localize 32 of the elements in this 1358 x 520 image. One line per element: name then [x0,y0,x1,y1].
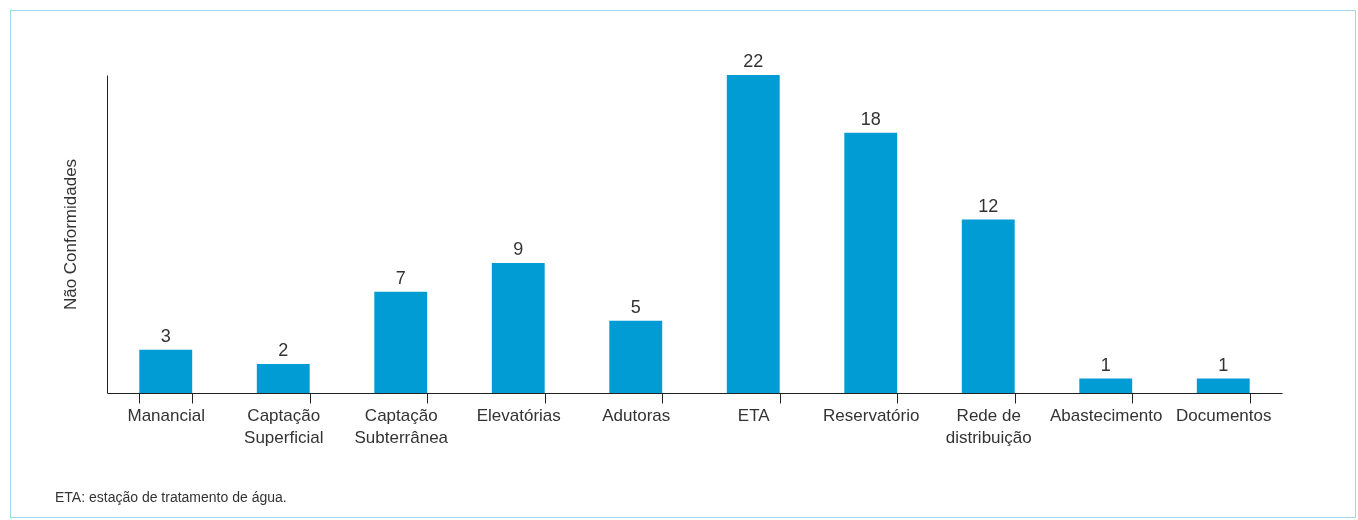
x-tick-label: ETA [737,405,771,425]
x-tick-label: Abastecimento [1050,405,1163,425]
x-tick-label: Manancial [127,405,205,425]
x-tick-label: Rede de distribuição [945,405,1032,447]
data-label: 1 [1218,354,1229,375]
bar [256,364,310,393]
data-label: 22 [743,51,764,71]
bar [1196,378,1250,393]
data-label: 1 [1100,354,1111,375]
data-label: 9 [513,238,524,259]
bar [491,262,545,393]
bar [609,320,663,393]
y-axis-title: Não Conformidades [60,158,80,311]
x-tick-label: Captação Subterrânea [354,405,449,447]
data-label: 18 [860,108,881,129]
bar [961,219,1015,393]
data-label: 2 [278,340,289,361]
data-label: 7 [395,267,406,288]
x-tick-label: Adutoras [602,405,671,425]
bar [844,132,898,393]
bar [726,75,780,393]
bar [1079,378,1133,393]
data-label: 3 [160,325,171,346]
x-tick-label: Elevatórias [476,405,561,425]
data-label: 12 [978,195,999,216]
x-tick-label: Captação Superficial [244,405,324,447]
bar [374,291,428,393]
x-tick-label: Documentos [1176,405,1272,425]
text: ETA: estação de tratamento de água. [55,489,287,505]
x-tick-label: Reservatório [823,405,920,425]
bar [139,349,193,393]
data-label: 5 [630,296,641,317]
